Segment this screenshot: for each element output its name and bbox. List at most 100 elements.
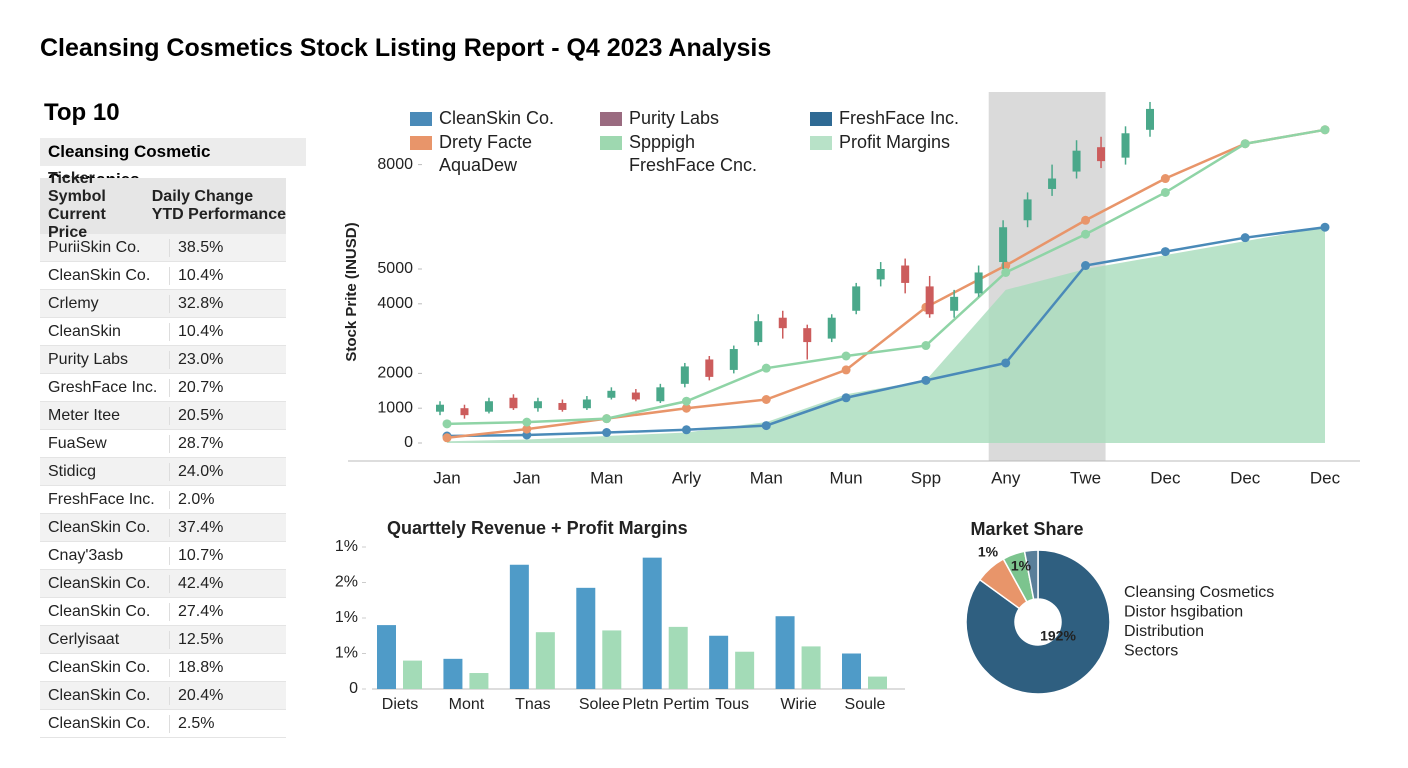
- legend-swatch: [600, 136, 622, 150]
- table-cell: Cnay'3asb: [40, 546, 170, 565]
- pie-note: Cleansing Cosmetics: [1124, 584, 1274, 601]
- x-tick-label: Diets: [382, 696, 418, 713]
- table-cell: PuriiSkin Co.: [40, 238, 170, 257]
- candle-body: [436, 404, 444, 412]
- candle-body: [631, 392, 640, 400]
- table-cell: 38.5%: [178, 238, 224, 256]
- line-marker: [761, 421, 771, 431]
- table-cell: Purity Labs: [40, 350, 170, 369]
- bar: [443, 658, 463, 689]
- y-tick-label: 2000: [377, 365, 413, 382]
- x-tick-label: Wirie: [780, 696, 817, 713]
- line-marker: [1160, 247, 1170, 257]
- candle-body: [950, 296, 959, 311]
- x-tick-label: Twe: [1070, 468, 1101, 487]
- line-marker: [522, 424, 532, 434]
- table-cell: CleanSkin Co.: [40, 266, 170, 285]
- line-marker: [681, 425, 691, 435]
- legend-label: Drety Facte: [439, 132, 532, 152]
- table-row: CleanSkin Co. 37.4%: [40, 514, 286, 542]
- y-tick-label: 1000: [377, 399, 413, 416]
- line-marker: [841, 393, 851, 403]
- legend-label: Spppigh: [629, 132, 695, 152]
- x-tick-label: Any: [991, 468, 1021, 487]
- header-line: YTD Performance: [151, 206, 286, 223]
- line-marker: [1081, 229, 1091, 239]
- bar: [709, 635, 729, 689]
- line-marker: [442, 419, 452, 429]
- line-marker: [1160, 187, 1170, 197]
- table-cell: CleanSkin Co.: [40, 714, 170, 733]
- line-marker: [1001, 267, 1011, 277]
- table-cell: 12.5%: [178, 630, 224, 648]
- line-marker: [1081, 215, 1091, 225]
- table-cell: 23.0%: [178, 350, 224, 368]
- table-row: Cnay'3asb 10.7%: [40, 542, 286, 570]
- table-cell: 28.7%: [178, 434, 224, 452]
- y-tick-label: 1%: [335, 609, 358, 626]
- candle-body: [1048, 178, 1057, 189]
- candle-body: [1072, 150, 1081, 172]
- table-subtitle: Cleansing Cosmetic Companies: [40, 138, 306, 189]
- table-row: GreshFace Inc. 20.7%: [40, 374, 286, 402]
- candle-body: [1097, 147, 1106, 162]
- candle-body: [876, 269, 885, 280]
- candle-body: [754, 321, 763, 343]
- y-tick-label: 2%: [335, 574, 358, 591]
- candle-body: [607, 390, 616, 398]
- area: [447, 227, 1325, 443]
- page-title: Cleansing Cosmetics Stock Listing Report…: [40, 34, 772, 62]
- x-tick-label: Man: [750, 468, 783, 487]
- line-marker: [1320, 222, 1330, 232]
- line-marker: [602, 428, 612, 438]
- legend-label: Purity Labs: [629, 108, 719, 128]
- table-cell: CleanSkin Co.: [40, 602, 170, 621]
- candle-body: [999, 227, 1008, 263]
- table-row: CleanSkin Co. 2.5%: [40, 710, 286, 738]
- x-tick-label: Spp: [911, 468, 941, 487]
- table-cell: CleanSkin Co.: [40, 686, 170, 705]
- bar: [535, 632, 555, 689]
- table-cell: 20.5%: [178, 406, 224, 424]
- bar: [403, 660, 422, 689]
- x-tick-label: Arly: [672, 468, 702, 487]
- line-marker: [681, 396, 691, 406]
- y-tick-label: 0: [349, 680, 358, 697]
- chart-title: Market Share: [970, 519, 1083, 539]
- table-cell: 37.4%: [178, 518, 224, 536]
- table-cell: 24.0%: [178, 462, 224, 480]
- x-tick-label: Dec: [1230, 468, 1261, 487]
- bar: [377, 625, 396, 689]
- table-row: CleanSkin Co. 10.4%: [40, 262, 286, 290]
- line-marker: [442, 433, 452, 443]
- header-line: Current Price: [48, 206, 106, 241]
- pie-slice: [965, 549, 1111, 695]
- legend-swatch: [810, 112, 832, 126]
- table-cell: CleanSkin Co.: [40, 574, 170, 593]
- table-cell: 10.4%: [178, 322, 224, 340]
- candle-body: [1146, 108, 1154, 130]
- header-line: Ticker Symbol: [48, 170, 106, 205]
- table-cell: Meter Itee: [40, 406, 170, 425]
- pie-slice: [1023, 549, 1039, 601]
- candle-body: [680, 366, 689, 384]
- legend-swatch: [410, 136, 432, 150]
- line-marker: [522, 417, 532, 427]
- candle-body: [705, 359, 714, 377]
- candle-body: [729, 349, 738, 370]
- table-cell: CleanSkin: [40, 322, 170, 341]
- x-tick-label: Dec: [1310, 468, 1341, 487]
- line: [446, 226, 1326, 438]
- pie-annotation: 192%: [1040, 628, 1076, 644]
- table-row: Crlemy 32.8%: [40, 290, 286, 318]
- table-cell: 18.8%: [178, 658, 224, 676]
- x-tick-label: Solee: [579, 696, 620, 713]
- bar: [868, 676, 887, 689]
- y-tick-label: 8000: [377, 156, 413, 173]
- table-cell: Stidicg: [40, 462, 170, 481]
- table-cell: 20.7%: [178, 378, 224, 396]
- line: [446, 128, 1326, 426]
- table-row: Meter Itee 20.5%: [40, 402, 286, 430]
- candle-body: [974, 272, 983, 294]
